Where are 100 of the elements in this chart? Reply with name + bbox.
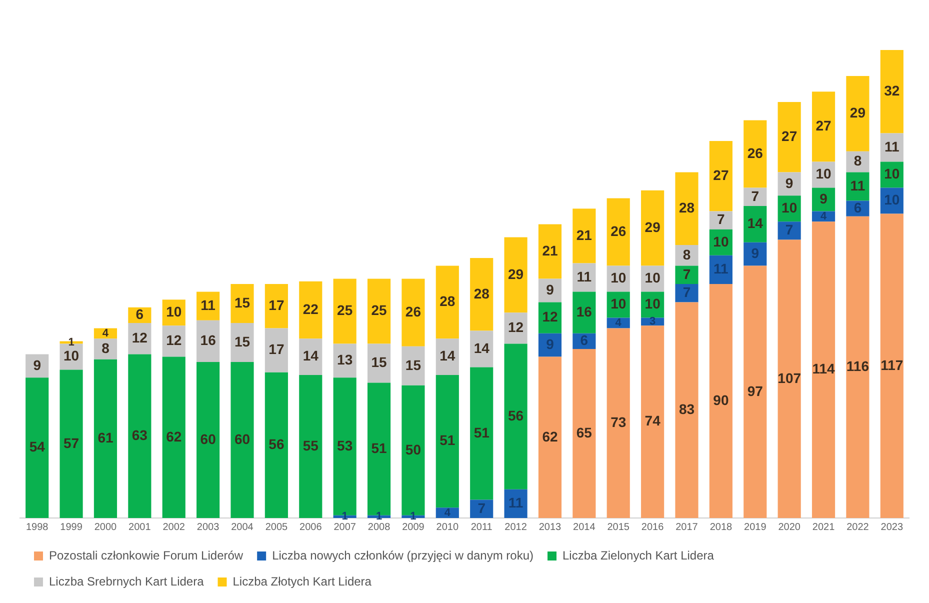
- data-label: 90: [713, 392, 729, 408]
- data-label: 16: [200, 332, 216, 348]
- bar: [744, 120, 767, 188]
- bar: [26, 354, 49, 378]
- data-label: 14: [474, 340, 490, 356]
- bar: [299, 281, 322, 339]
- data-label: 51: [474, 424, 490, 440]
- data-label: 55: [302, 437, 319, 454]
- bar: [572, 292, 596, 334]
- bar: [196, 362, 220, 518]
- bar: [436, 338, 459, 375]
- data-label: 9: [820, 190, 828, 206]
- bar: [641, 326, 664, 518]
- data-label: 62: [166, 428, 182, 444]
- data-label: 57: [64, 434, 80, 451]
- data-label: 14: [302, 348, 319, 364]
- data-label: 16: [576, 303, 592, 320]
- bar: [778, 102, 801, 172]
- data-label: 26: [405, 303, 422, 320]
- data-label: 10: [644, 296, 661, 312]
- x-tick-label: 2003: [196, 522, 220, 533]
- data-label: 26: [610, 222, 626, 239]
- data-label: 60: [200, 430, 216, 447]
- bar: [709, 141, 732, 212]
- x-tick-label: 2008: [368, 522, 391, 533]
- bar: [504, 344, 528, 490]
- legend-label: Liczba Srebrnych Kart Lidera: [49, 574, 204, 588]
- data-label: 14: [747, 215, 764, 232]
- bar: [538, 356, 562, 518]
- data-label: 6: [854, 199, 862, 216]
- data-label: 4: [102, 327, 110, 340]
- data-label: 116: [846, 358, 870, 374]
- data-label: 17: [268, 296, 284, 313]
- bar: [436, 266, 459, 339]
- data-label: 10: [610, 270, 626, 286]
- bar: [675, 266, 698, 284]
- x-tick-label: 2009: [402, 522, 425, 533]
- bar: [675, 302, 698, 518]
- data-label: 117: [880, 356, 904, 373]
- data-label: 51: [371, 440, 388, 456]
- legend-label: Pozostali członkowie Forum Liderów: [49, 548, 244, 562]
- data-label: 4: [444, 506, 452, 519]
- bar: [744, 266, 767, 518]
- data-label: 9: [33, 356, 42, 373]
- data-label: 10: [610, 296, 626, 312]
- bar: [675, 245, 698, 266]
- bar: [778, 172, 801, 196]
- bar: [744, 242, 767, 266]
- bar: [846, 76, 870, 152]
- bar: [778, 222, 801, 240]
- data-label: 12: [508, 319, 524, 336]
- bar: [94, 359, 118, 518]
- bar: [812, 92, 836, 162]
- data-label: 11: [508, 494, 524, 511]
- bar: [470, 500, 494, 518]
- bar: [880, 133, 904, 162]
- x-tick-label: 2007: [334, 522, 356, 533]
- bar: [675, 284, 698, 302]
- x-tick-label: 2014: [573, 522, 596, 533]
- data-label: 14: [440, 348, 456, 364]
- data-label: 53: [337, 437, 353, 454]
- bar: [504, 237, 528, 313]
- data-label: 54: [29, 438, 46, 455]
- bar: [504, 489, 528, 518]
- data-label: 61: [98, 430, 114, 446]
- bar: [299, 338, 322, 375]
- x-tick-label: 2015: [607, 522, 630, 533]
- bar: [572, 349, 596, 518]
- x-tick-label: 1998: [26, 522, 49, 533]
- bar: [264, 284, 288, 328]
- data-label: 32: [884, 82, 900, 98]
- data-label: 28: [678, 199, 695, 216]
- bar: [402, 346, 425, 386]
- bar: [333, 278, 356, 344]
- data-label: 65: [576, 424, 592, 440]
- bar: [470, 367, 494, 500]
- legend-label: Liczba Złotych Kart Lidera: [232, 574, 372, 588]
- bar: [367, 344, 391, 383]
- data-label: 63: [132, 426, 148, 443]
- x-tick-label: 2011: [470, 522, 493, 533]
- data-label: 10: [166, 303, 182, 320]
- data-label: 26: [747, 144, 764, 161]
- data-label: 29: [644, 218, 661, 235]
- data-label: 56: [508, 407, 524, 424]
- data-label: 10: [816, 166, 832, 182]
- data-label: 51: [440, 432, 456, 448]
- bar: [538, 224, 562, 279]
- bar: [709, 284, 732, 518]
- data-label: 25: [337, 302, 353, 318]
- bar: [846, 172, 870, 201]
- data-label: 11: [850, 177, 866, 194]
- bar: [606, 198, 630, 266]
- data-label: 4: [820, 210, 828, 222]
- data-label: 73: [610, 414, 626, 430]
- x-tick-label: 2023: [880, 522, 904, 533]
- bar: [162, 356, 186, 518]
- data-label: 97: [747, 382, 764, 399]
- x-tick-label: 2000: [94, 522, 118, 533]
- data-label: 11: [884, 138, 900, 154]
- data-label: 7: [751, 188, 760, 204]
